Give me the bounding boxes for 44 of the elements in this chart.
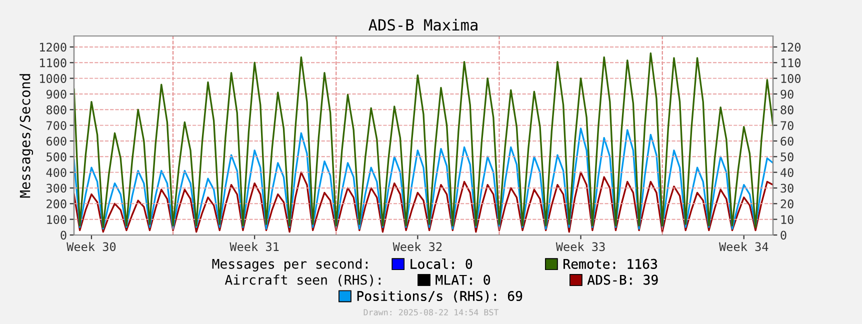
- y2-tick-label: 20: [780, 199, 794, 208]
- y-tick-label: 1200: [40, 42, 66, 52]
- line-series: [74, 128, 773, 230]
- y2-tick-label: 60: [780, 136, 794, 146]
- y-tick-label: 500: [46, 152, 66, 162]
- x-tick-label: Week 34: [719, 242, 768, 252]
- text: Drawn: 2025-08-22 14:54 BST: [364, 309, 499, 316]
- line-series: [74, 52, 773, 228]
- y-tick-label: 300: [46, 184, 66, 193]
- legend-label: MLAT: 0: [436, 274, 490, 285]
- y2-tick-label: 10: [781, 215, 794, 224]
- y2-tick-label: 70: [780, 121, 794, 130]
- y-tick-label: 900: [46, 90, 66, 99]
- y-axis-title: Messages/Second: [20, 74, 34, 198]
- text: Aircraft seen (RHS):: [224, 274, 380, 286]
- chart-title: ADS-B Maxima: [368, 18, 478, 31]
- legend-label: Local: 0: [410, 258, 472, 269]
- legend-label: Positions/s (RHS): 69: [357, 290, 522, 303]
- y-tick-label: 1100: [40, 58, 66, 68]
- y2-tick-label: 110: [781, 58, 800, 68]
- y-tick-label: 700: [46, 121, 66, 130]
- y-tick-label: 0: [60, 230, 66, 240]
- y2-tick-label: 120: [781, 42, 800, 52]
- y-tick-label: 400: [46, 168, 66, 178]
- text: Messages per second:: [212, 258, 368, 272]
- line-series: [74, 171, 773, 233]
- x-tick-label: Week 30: [66, 242, 116, 252]
- legend-label: ADS-B: 39: [587, 274, 658, 285]
- y-tick-label: 800: [46, 105, 66, 114]
- y2-tick-label: 40: [780, 168, 794, 178]
- y2-tick-label: 50: [780, 152, 794, 162]
- x-tick-label: Week 31: [230, 242, 279, 252]
- y2-tick-label: 80: [780, 105, 794, 114]
- legend-label: Remote: 1163: [564, 258, 657, 269]
- y-tick-label: 100: [47, 215, 66, 224]
- y-tick-label: 1000: [40, 74, 66, 83]
- x-tick-label: Week 33: [556, 242, 605, 252]
- y2-tick-label: 90: [780, 90, 794, 99]
- y-tick-label: 600: [46, 136, 66, 146]
- y2-tick-label: 100: [781, 74, 800, 83]
- y-tick-label: 200: [46, 199, 66, 208]
- x-tick-label: Week 32: [392, 242, 442, 252]
- y2-tick-label: 0: [780, 230, 786, 240]
- y2-tick-label: 30: [780, 184, 794, 193]
